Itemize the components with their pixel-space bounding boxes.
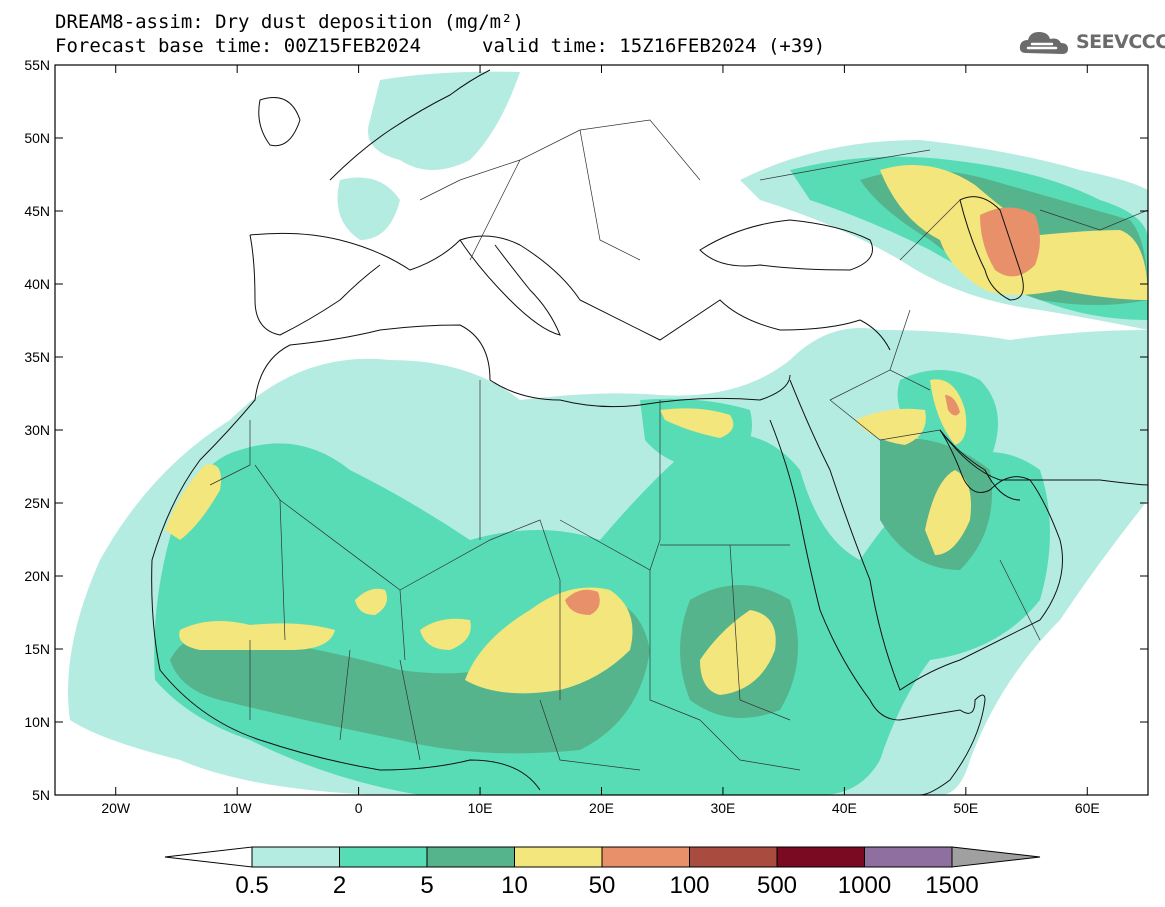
lon-tick-label: 30E [710, 800, 735, 816]
logo-text: SEEVCCC [1076, 31, 1165, 53]
lat-tick-label: 55N [24, 57, 50, 73]
lat-tick-label: 50N [24, 130, 50, 146]
dust-layer-light-west [337, 177, 400, 240]
dust-layer-10-mali [179, 621, 335, 650]
dust-layer-5 [170, 600, 650, 754]
lon-tick-label: 20W [101, 800, 131, 816]
colorbar-extend-low [164, 846, 253, 868]
lat-tick-label: 30N [24, 422, 50, 438]
colorbar-swatch [514, 846, 603, 868]
dust-layer-10-morocco [165, 464, 221, 540]
lon-tick-label: 50E [953, 800, 978, 816]
lon-tick-label: 10W [223, 800, 253, 816]
lat-tick-label: 20N [24, 568, 50, 584]
longitude-ticks: 20W 10W 0 10E 20E 30E 40E 50E 60E [101, 65, 1100, 816]
coastlines [151, 69, 1148, 795]
seevccc-logo: SEEVCCC [1018, 27, 1165, 59]
borders [209, 119, 1148, 771]
dust-layer-10-sudan [700, 610, 776, 695]
colorbar-swatch [864, 846, 953, 868]
lat-tick-label: 5N [32, 787, 50, 803]
lat-tick-label: 10N [24, 714, 50, 730]
valid-time: valid time: 15Z16FEB2024 (+39) [482, 35, 826, 57]
lat-tick-label: 15N [24, 641, 50, 657]
coast-britain [258, 97, 301, 147]
colorbar-label: 100 [669, 872, 709, 899]
coast-iberia [249, 234, 381, 336]
lon-tick-label: 60E [1075, 800, 1100, 816]
dust-layer-50-chad [565, 589, 600, 615]
coast-caspian [959, 196, 1024, 301]
colorbar-label: 5 [420, 872, 433, 899]
colorbar-label: 50 [589, 872, 616, 899]
dust-layer-50-caspian [980, 207, 1040, 277]
coast-mediterranean-north [249, 232, 891, 351]
colorbar-label: 2 [333, 872, 346, 899]
coast-arabia [789, 379, 1063, 691]
coast-africa-gulf [151, 559, 541, 791]
coast-black-sea [699, 219, 873, 271]
coast-persian-gulf [939, 429, 1021, 501]
dust-layer-light-eu [368, 71, 520, 170]
dust-layer-10-arabia [925, 470, 971, 555]
colorbar-label: 10 [501, 872, 528, 899]
latitude-ticks: 55N 50N 45N 40N 35N 30N 25N 20N 15N 10N 5N [24, 57, 1148, 803]
dust-layer-10-mauritania [355, 588, 388, 615]
colorbar-swatch [251, 846, 340, 868]
dust-field [68, 71, 1148, 795]
coast-africa-west [151, 324, 791, 561]
colorbar-label: 1500 [925, 872, 978, 899]
colorbar-swatch [689, 846, 778, 868]
lon-tick-label: 10E [468, 800, 493, 816]
colorbar-swatch [776, 846, 865, 868]
dust-layer-10-egypt [660, 408, 734, 438]
coast-europe-north [329, 69, 491, 181]
cloud-logo-icon [1019, 32, 1068, 54]
lat-tick-label: 35N [24, 349, 50, 365]
lon-tick-label: 20E [589, 800, 614, 816]
colorbar-extend-high [951, 846, 1041, 868]
forecast-base-time: Forecast base time: 00Z15FEB2024 [55, 35, 422, 57]
colorbar-label: 1000 [838, 872, 891, 899]
lat-tick-label: 40N [24, 276, 50, 292]
lat-tick-label: 45N [24, 203, 50, 219]
dust-layer-10-iraq [855, 408, 926, 445]
map-title: DREAM8-assim: Dry dust deposition (mg/m²… [55, 11, 524, 33]
colorbar-swatch [601, 846, 690, 868]
colorbar-label: 500 [757, 872, 797, 899]
colorbar-swatch [426, 846, 515, 868]
lon-tick-label: 40E [832, 800, 857, 816]
coast-red-sea-west [769, 419, 901, 721]
colorbar-label: 0.5 [235, 872, 268, 899]
coast-italy [459, 239, 561, 336]
dust-layer-10-iran [930, 379, 967, 445]
coast-horn [899, 694, 986, 795]
lat-tick-label: 25N [24, 495, 50, 511]
dust-layer-10-niger [420, 618, 471, 650]
lon-tick-label: 0 [355, 800, 363, 816]
colorbar-swatch [339, 846, 428, 868]
coast-iran [939, 429, 1148, 486]
dust-layer-50-iran [945, 395, 960, 416]
colorbar: 0.5 2 5 10 50 100 500 1000 1500 [164, 846, 1041, 899]
